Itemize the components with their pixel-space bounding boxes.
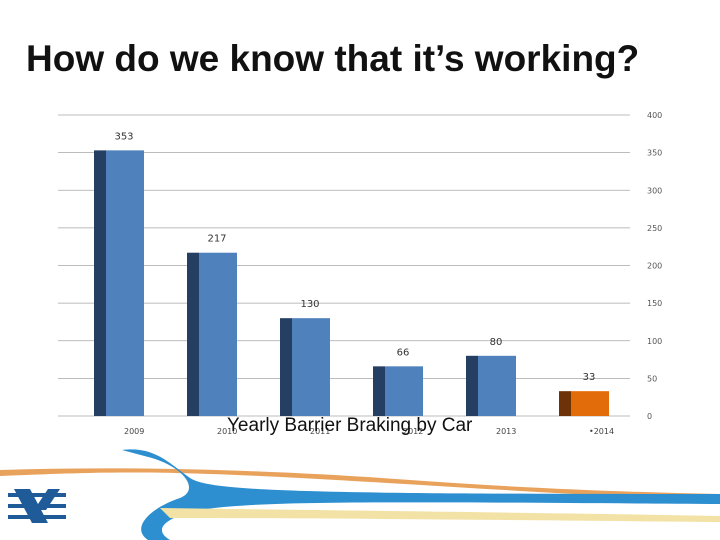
chart-bars [94,150,609,416]
x-axis-labels: 2009 2010 2011 2012 2013 •2014 [124,427,614,436]
y-tick-label: 200 [647,262,662,271]
bar-front [571,391,609,416]
bar-side [94,150,106,416]
bar-side [559,391,571,416]
bar-front [106,150,144,416]
bar-front [385,366,423,416]
bar-front [292,318,330,416]
bar-2009 [94,150,144,416]
x-tick-label: 2013 [496,427,516,436]
data-label: 217 [207,234,226,245]
data-labels: 353 217 130 66 80 33 [114,131,595,383]
y-tick-label: 250 [647,224,662,233]
x-tick-label: •2014 [589,427,614,436]
data-label: 130 [300,299,319,310]
y-axis-ticks: 0 50 100 150 200 250 300 350 400 [647,111,662,421]
chart-gridlines [58,114,630,417]
chart-title: Yearly Barrier Braking by Car [227,415,473,436]
bar-side [466,355,478,416]
y-tick-label: 150 [647,299,662,308]
x-tick-label: 2011 [310,427,330,436]
bar-2012 [373,366,423,416]
data-label: 66 [397,347,410,358]
bar-side [280,318,292,416]
y-tick-label: 50 [647,374,657,383]
bar-2014 [559,391,609,416]
y-tick-label: 350 [647,149,662,158]
bar-front [478,355,516,416]
bar-2010 [187,252,237,416]
bar-2011 [280,318,330,416]
y-tick-label: 0 [647,412,652,421]
x-tick-label: 2012 [403,427,423,436]
y-tick-label: 100 [647,337,662,346]
footer-yellow-swoosh [160,508,720,522]
footer-decoration [0,449,720,540]
y-tick-label: 300 [647,186,662,195]
slide-title: How do we know that it’s working? [26,38,640,79]
bar-side [187,252,199,416]
x-tick-label: 2009 [124,427,144,436]
footer-orange-swoosh [0,468,720,500]
data-label: 353 [114,131,133,142]
data-label: 80 [490,337,503,348]
bar-side [373,366,385,416]
data-label: 33 [583,372,596,383]
bar-2013 [466,355,516,416]
y-tick-label: 400 [647,111,662,120]
x-tick-label: 2010 [217,427,237,436]
footer-blue-swoosh [122,449,720,540]
bar-front [199,252,237,416]
railway-logo-icon [8,489,66,523]
bar-chart: 0 50 100 150 200 250 300 350 400 353 217 130 66 80 33… [58,111,662,436]
